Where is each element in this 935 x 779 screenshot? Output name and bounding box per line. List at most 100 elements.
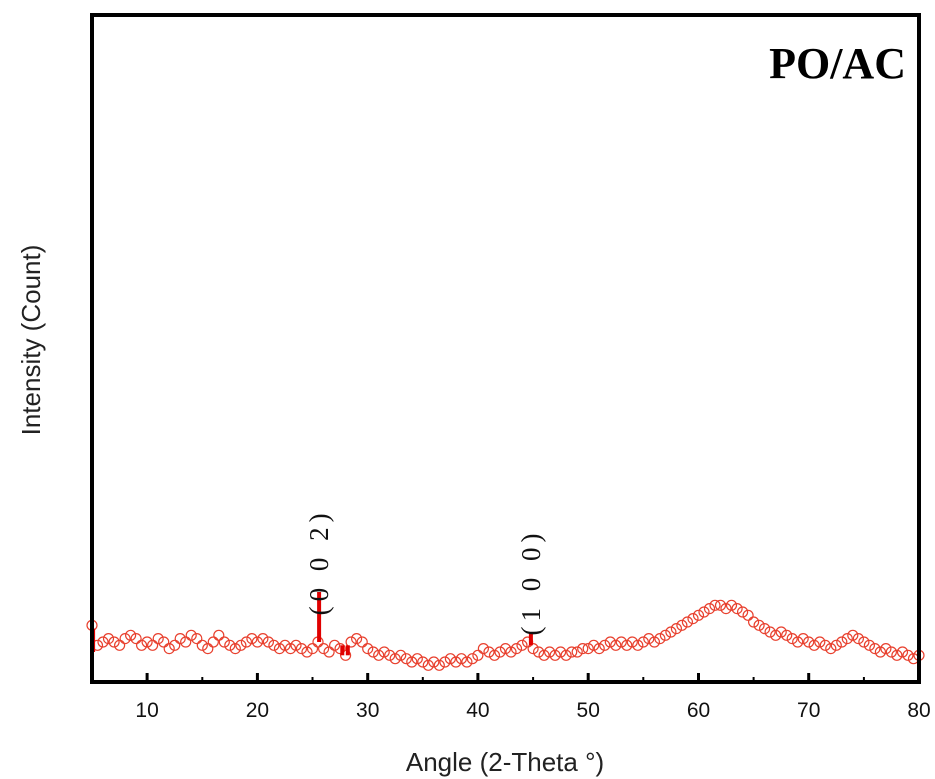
data-point bbox=[626, 636, 638, 648]
data-point bbox=[758, 622, 771, 635]
data-point bbox=[229, 642, 241, 655]
data-point bbox=[896, 646, 909, 658]
data-point bbox=[527, 642, 539, 655]
data-point bbox=[367, 646, 379, 658]
data-point bbox=[488, 649, 501, 661]
data-point bbox=[714, 599, 727, 611]
data-point bbox=[588, 639, 600, 651]
data-point bbox=[351, 632, 363, 645]
data-point bbox=[692, 609, 705, 621]
data-point bbox=[125, 629, 137, 641]
data-point bbox=[841, 632, 853, 645]
data-point bbox=[736, 606, 749, 618]
data-point bbox=[869, 642, 881, 655]
data-point bbox=[770, 629, 782, 641]
data-point bbox=[538, 649, 550, 661]
data-point bbox=[499, 642, 512, 655]
data-point bbox=[731, 602, 743, 615]
data-point bbox=[218, 636, 230, 648]
data-point bbox=[808, 639, 820, 651]
data-point bbox=[97, 636, 109, 648]
data-point bbox=[246, 632, 258, 645]
data-point bbox=[400, 653, 412, 665]
x-tick-label: 40 bbox=[466, 699, 489, 722]
data-point bbox=[136, 639, 148, 651]
data-point bbox=[466, 653, 478, 665]
data-point bbox=[108, 636, 120, 648]
data-point bbox=[781, 629, 793, 641]
x-tick-label: 50 bbox=[577, 699, 600, 722]
x-tick-label: 30 bbox=[356, 699, 379, 722]
data-point bbox=[433, 659, 445, 671]
data-point bbox=[444, 653, 456, 665]
data-point bbox=[329, 639, 341, 651]
data-point bbox=[295, 642, 308, 655]
data-point bbox=[599, 639, 611, 651]
data-point bbox=[505, 646, 517, 658]
data-point bbox=[632, 639, 644, 651]
data-point bbox=[373, 649, 385, 661]
data-point bbox=[786, 632, 798, 645]
data-point bbox=[411, 653, 423, 665]
data-point bbox=[604, 636, 616, 648]
data-point bbox=[389, 653, 401, 665]
data-point bbox=[554, 646, 567, 658]
data-point bbox=[273, 642, 286, 655]
data-point bbox=[384, 649, 396, 661]
data-point bbox=[450, 656, 462, 668]
data-point bbox=[472, 649, 484, 661]
data-point bbox=[284, 642, 297, 655]
data-point bbox=[874, 646, 887, 658]
data-point bbox=[643, 632, 655, 645]
data-point bbox=[725, 599, 738, 611]
data-point bbox=[251, 636, 263, 648]
data-point bbox=[362, 642, 374, 655]
data-point bbox=[885, 646, 898, 658]
data-point bbox=[213, 629, 225, 641]
data-point bbox=[880, 642, 892, 655]
data-point bbox=[191, 632, 203, 645]
data-point bbox=[615, 636, 627, 648]
data-point bbox=[891, 649, 903, 661]
data-point bbox=[279, 639, 291, 651]
plot-frame bbox=[90, 13, 921, 684]
data-point bbox=[455, 653, 467, 665]
data-point bbox=[797, 632, 809, 645]
x-tick-label: 80 bbox=[907, 699, 930, 722]
data-point bbox=[819, 639, 831, 651]
data-point bbox=[152, 632, 164, 645]
data-point bbox=[196, 639, 208, 651]
data-point bbox=[571, 646, 583, 658]
data-point bbox=[698, 606, 710, 618]
data-point bbox=[439, 656, 451, 668]
data-point bbox=[268, 639, 280, 651]
data-point bbox=[621, 639, 633, 651]
data-point bbox=[709, 599, 721, 611]
data-point bbox=[863, 639, 876, 651]
data-point bbox=[417, 656, 429, 668]
data-point bbox=[792, 636, 804, 648]
data-point bbox=[637, 636, 649, 648]
data-point bbox=[703, 602, 716, 615]
data-point bbox=[102, 632, 115, 645]
data-point bbox=[461, 656, 473, 668]
x-tick-label: 70 bbox=[797, 699, 820, 722]
data-point bbox=[836, 636, 848, 648]
data-point bbox=[510, 642, 523, 655]
data-point bbox=[825, 642, 837, 655]
data-point bbox=[180, 636, 192, 648]
data-point bbox=[119, 632, 131, 645]
data-point bbox=[665, 626, 677, 638]
data-point bbox=[257, 632, 269, 645]
x-tick-label: 60 bbox=[687, 699, 710, 722]
data-point bbox=[747, 616, 760, 628]
data-point bbox=[830, 639, 842, 651]
data-point bbox=[240, 636, 252, 648]
data-point bbox=[764, 626, 776, 638]
data-point bbox=[847, 629, 859, 641]
x-axis-ticks: 10 20 30 40 50 60 70 80 bbox=[91, 673, 931, 722]
data-point bbox=[306, 642, 319, 655]
data-point bbox=[549, 649, 561, 661]
x-tick-label: 10 bbox=[135, 699, 158, 722]
